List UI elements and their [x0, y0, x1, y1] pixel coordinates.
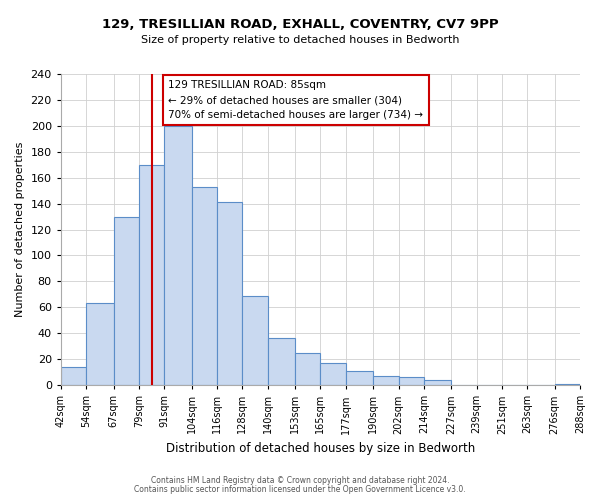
Bar	[320, 363, 346, 385]
Bar	[346, 371, 373, 385]
Bar	[191, 187, 217, 385]
Text: Contains HM Land Registry data © Crown copyright and database right 2024.: Contains HM Land Registry data © Crown c…	[151, 476, 449, 485]
Bar	[86, 304, 113, 385]
Bar	[268, 338, 295, 385]
Text: Size of property relative to detached houses in Bedworth: Size of property relative to detached ho…	[141, 35, 459, 45]
Bar	[295, 352, 320, 385]
Text: Contains public sector information licensed under the Open Government Licence v3: Contains public sector information licen…	[134, 485, 466, 494]
Bar	[242, 296, 268, 385]
Text: 129 TRESILLIAN ROAD: 85sqm
← 29% of detached houses are smaller (304)
70% of sem: 129 TRESILLIAN ROAD: 85sqm ← 29% of deta…	[169, 80, 424, 120]
Y-axis label: Number of detached properties: Number of detached properties	[15, 142, 25, 318]
Text: 129, TRESILLIAN ROAD, EXHALL, COVENTRY, CV7 9PP: 129, TRESILLIAN ROAD, EXHALL, COVENTRY, …	[101, 18, 499, 30]
X-axis label: Distribution of detached houses by size in Bedworth: Distribution of detached houses by size …	[166, 442, 475, 455]
Bar	[398, 378, 424, 385]
Bar	[554, 384, 580, 385]
Bar	[373, 376, 398, 385]
Bar	[139, 164, 164, 385]
Bar	[61, 367, 86, 385]
Bar	[164, 126, 191, 385]
Bar	[424, 380, 451, 385]
Bar	[113, 216, 139, 385]
Bar	[217, 202, 242, 385]
